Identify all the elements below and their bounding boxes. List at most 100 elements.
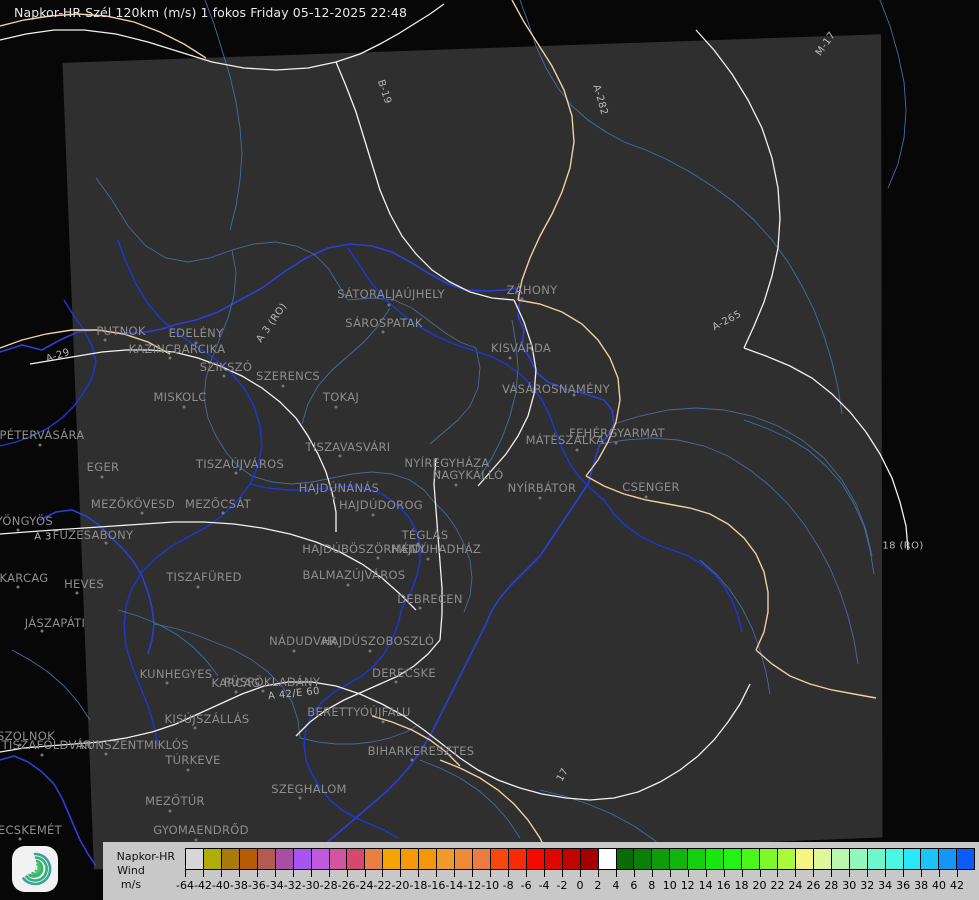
legend-swatch[interactable]	[455, 849, 473, 869]
legend-swatch[interactable]	[634, 849, 653, 869]
legend-swatch[interactable]	[508, 849, 527, 869]
legend-tick	[544, 870, 562, 878]
city-marker	[381, 720, 385, 724]
legend-swatch[interactable]	[831, 849, 850, 869]
legend-swatch[interactable]	[186, 849, 204, 869]
legend-swatch[interactable]	[275, 849, 294, 869]
legend-swatch[interactable]	[849, 849, 868, 869]
legend-tick	[939, 870, 957, 878]
city-marker	[426, 557, 430, 561]
legend-model-name: Napkor-HR	[116, 850, 175, 863]
legend-tick-label: -36	[247, 879, 266, 892]
legend-tick-label: 26	[806, 879, 821, 892]
city-marker	[292, 649, 296, 653]
legend-tick-label: -8	[502, 879, 514, 892]
legend-swatch[interactable]	[688, 849, 707, 869]
legend-tick-label: 8	[648, 879, 656, 892]
legend-swatch-row[interactable]	[185, 848, 975, 870]
legend-tick-label: -28	[319, 879, 338, 892]
legend-swatch[interactable]	[473, 849, 491, 869]
legend-swatch[interactable]	[742, 849, 760, 869]
legend-swatch[interactable]	[760, 849, 778, 869]
wind-speed-legend[interactable]: Napkor-HR Wind m/s -64 -42 -40 -38 -36 -34 -32…	[103, 842, 979, 900]
city-marker	[104, 752, 108, 756]
city-label: HAJDÚNÁNÁS	[298, 481, 380, 495]
city-label: BIHARKERESZTES	[367, 744, 475, 758]
legend-tick-label: 22	[770, 879, 785, 892]
legend-swatch[interactable]	[921, 849, 940, 869]
city-label: MEZŐKÖVESD	[90, 497, 176, 511]
legend-tick-label: -4	[538, 879, 550, 892]
legend-swatch[interactable]	[311, 849, 330, 869]
city-marker	[165, 681, 169, 685]
legend-swatch[interactable]	[885, 849, 904, 869]
legend-tick-label: -6	[520, 879, 532, 892]
legend-swatch[interactable]	[813, 849, 832, 869]
city-label: KUNHEGYES	[139, 667, 213, 681]
city-marker	[140, 511, 144, 515]
city-marker	[234, 471, 238, 475]
city-marker	[16, 585, 20, 589]
legend-tick-row	[185, 870, 975, 878]
legend-swatch[interactable]	[365, 849, 384, 869]
legend-swatch[interactable]	[598, 849, 617, 869]
legend-swatch[interactable]	[347, 849, 366, 869]
legend-tick-label: -30	[301, 879, 320, 892]
city-marker	[221, 511, 225, 515]
legend-tick-label: 16	[716, 879, 731, 892]
legend-swatch[interactable]	[419, 849, 438, 869]
city-label: JÁSZAPÁTI	[24, 616, 86, 630]
city-label: KISÚJSZÁLLÁS	[164, 712, 250, 726]
legend-swatch[interactable]	[616, 849, 635, 869]
city-marker	[346, 583, 350, 587]
legend-swatch[interactable]	[957, 849, 975, 869]
legend-tick	[185, 870, 203, 878]
legend-tick-label: 30	[842, 879, 857, 892]
legend-swatch[interactable]	[562, 849, 581, 869]
legend-tick	[669, 870, 688, 878]
legend-swatch[interactable]	[293, 849, 312, 869]
legend-tick	[202, 870, 221, 878]
legend-tick-label: -32	[283, 879, 302, 892]
city-marker	[40, 753, 44, 757]
legend-swatch[interactable]	[437, 849, 456, 869]
legend-swatch[interactable]	[329, 849, 348, 869]
legend-swatch[interactable]	[203, 849, 222, 869]
legend-swatch[interactable]	[401, 849, 420, 869]
city-label: SZERENCS	[255, 369, 321, 383]
legend-swatch[interactable]	[939, 849, 958, 869]
legend-swatch[interactable]	[526, 849, 545, 869]
legend-swatch[interactable]	[580, 849, 599, 869]
legend-swatch[interactable]	[670, 849, 689, 869]
legend-variable-name: Wind	[117, 864, 145, 877]
city-marker	[332, 496, 336, 500]
legend-swatch[interactable]	[544, 849, 563, 869]
legend-swatch[interactable]	[724, 849, 743, 869]
city-label: SZOLNOK	[0, 729, 55, 743]
city-label: HAJDÚHADHÁZ	[390, 542, 482, 556]
legend-swatch[interactable]	[490, 849, 509, 869]
legend-swatch[interactable]	[706, 849, 725, 869]
country-borders	[0, 243, 615, 873]
legend-swatch[interactable]	[221, 849, 240, 869]
city-label: EDELÉNY	[168, 326, 224, 340]
legend-swatch[interactable]	[383, 849, 402, 869]
legend-tick-label: -16	[427, 879, 446, 892]
city-label: PÉTERVÁSÁRA	[0, 428, 85, 442]
city-marker	[196, 585, 200, 589]
city-marker	[334, 405, 338, 409]
legend-swatch[interactable]	[903, 849, 922, 869]
legend-tick-label: 28	[824, 879, 839, 892]
legend-colorbar[interactable]: -64 -42 -40 -38 -36 -34 -32 -30 -28 -26 -24 -22 -20-…	[176, 842, 979, 900]
legend-swatch[interactable]	[257, 849, 276, 869]
legend-swatch[interactable]	[795, 849, 814, 869]
city-label: DEBRECEN	[397, 592, 463, 606]
legend-swatch[interactable]	[867, 849, 886, 869]
legend-tick-label: 40	[932, 879, 947, 892]
legend-swatch[interactable]	[239, 849, 258, 869]
legend-swatch[interactable]	[777, 849, 796, 869]
logo-container[interactable]	[12, 846, 58, 892]
legend-swatch[interactable]	[652, 849, 671, 869]
